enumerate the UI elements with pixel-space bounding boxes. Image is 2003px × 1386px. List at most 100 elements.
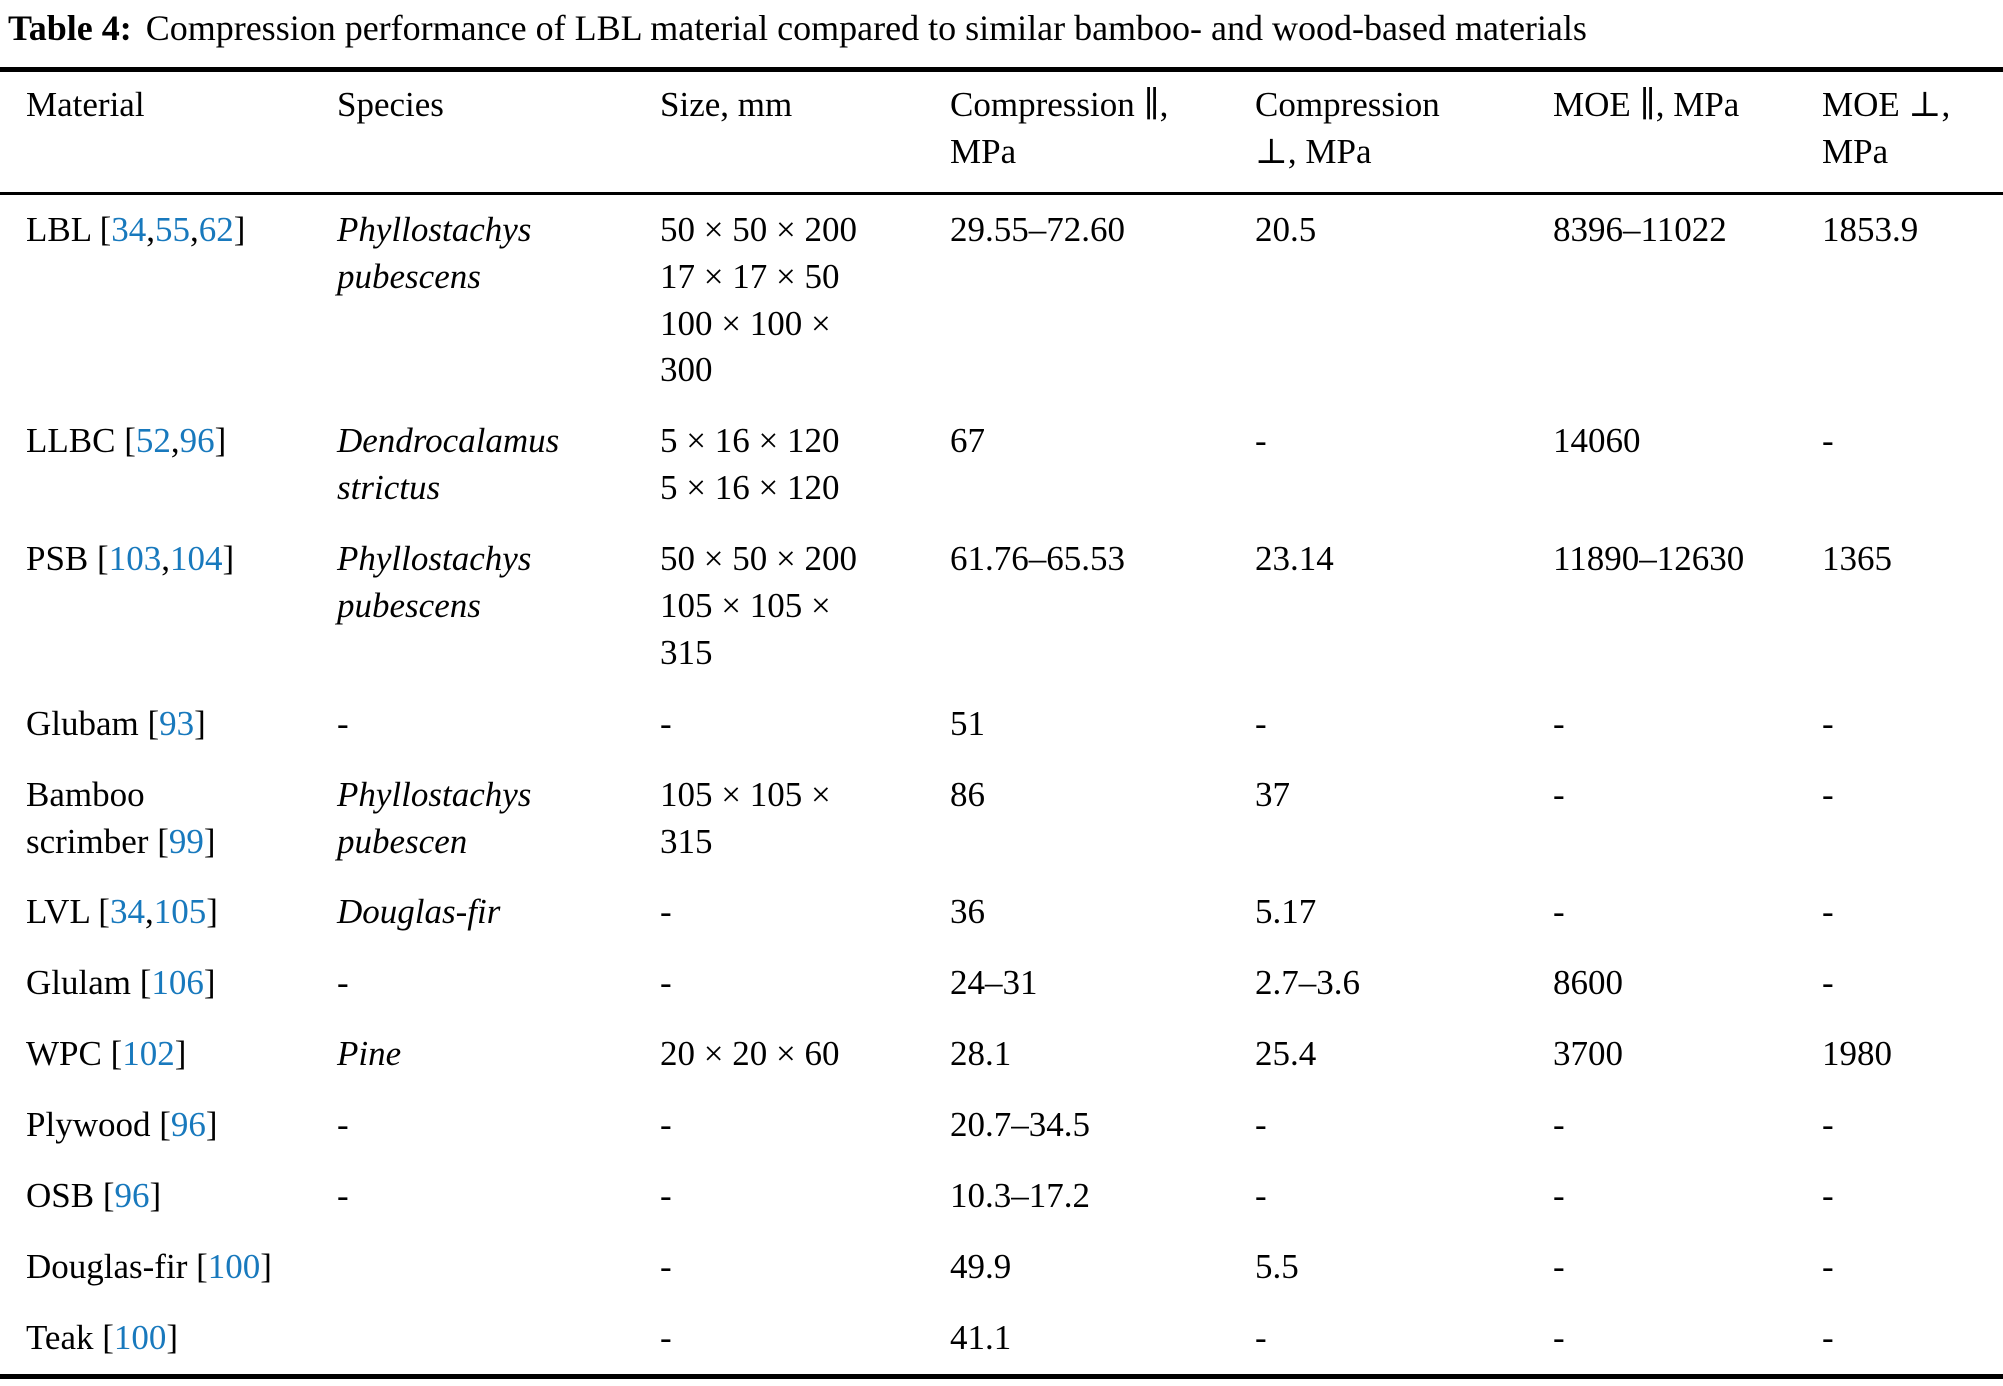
species-name: Pine	[337, 1034, 402, 1074]
citation-ref[interactable]: 62	[198, 209, 234, 249]
species-cell: -	[337, 1105, 349, 1145]
citation-ref[interactable]: 34	[111, 209, 147, 249]
compression-parallel-cell: 29.55–72.60	[950, 209, 1125, 249]
moe-parallel-cell: -	[1553, 774, 1565, 814]
moe-perpendicular-cell: -	[1822, 774, 1834, 814]
species-name: Dendrocalamus strictus	[337, 421, 560, 508]
table-row: Glulam [106] - - 24–31 2.7–3.6 8600 -	[0, 948, 2003, 1019]
moe-perpendicular-cell: 1853.9	[1822, 209, 1919, 249]
species-cell: Phyllostachys pubescens	[337, 524, 660, 689]
citation-ref[interactable]: 93	[159, 703, 195, 743]
citation-ref[interactable]: 99	[168, 821, 204, 861]
species-name: Phyllostachys pubescens	[337, 209, 532, 296]
species-name: Douglas-fir	[337, 892, 501, 932]
citation-ref[interactable]: 34	[109, 892, 145, 932]
compression-perpendicular-cell: 23.14	[1255, 539, 1334, 579]
table-row: LLBC [52,96] Dendrocalamus strictus 5 × 16…	[0, 406, 2003, 524]
moe-perpendicular-cell: -	[1822, 421, 1834, 461]
material-cell: LBL [34,55,62]	[26, 209, 246, 249]
column-header-moe_parallel: MOE ∥, MPa	[1553, 69, 1822, 195]
compression-parallel-cell: 28.1	[950, 1034, 1012, 1074]
moe-parallel-cell: 11890–12630	[1553, 539, 1745, 579]
citation-ref[interactable]: 96	[114, 1176, 150, 1216]
material-cell: WPC [102]	[26, 1034, 187, 1074]
header-row: Material Species Size, mm Compression ∥, MPa…	[0, 69, 2003, 195]
citation-ref[interactable]: 52	[135, 421, 171, 461]
size-cell: 105 × 105 × 315	[660, 774, 831, 861]
column-header-size: Size, mm	[660, 69, 950, 195]
moe-perpendicular-cell: -	[1822, 1105, 1834, 1145]
table-row: LBL [34,55,62] Phyllostachys pubescens 50 …	[0, 193, 2003, 406]
compression-parallel-cell: 36	[950, 892, 985, 932]
material-cell: Teak [100]	[26, 1317, 179, 1357]
table-body: LBL [34,55,62] Phyllostachys pubescens 50 …	[0, 193, 2003, 1376]
table-row: Plywood [96] - - 20.7–34.5 - - -	[0, 1090, 2003, 1161]
moe-parallel-cell: -	[1553, 1176, 1565, 1216]
material-cell: PSB [103,104]	[26, 539, 235, 579]
citation-ref[interactable]: 105	[153, 892, 207, 932]
compression-parallel-cell: 41.1	[950, 1317, 1012, 1357]
species-cell: -	[337, 963, 349, 1003]
citation-ref[interactable]: 100	[113, 1317, 167, 1357]
compression-parallel-cell: 51	[950, 703, 985, 743]
column-header-material: Material	[0, 69, 337, 195]
citation-ref[interactable]: 103	[108, 539, 162, 579]
citation-ref[interactable]: 104	[169, 539, 223, 579]
table-caption-label: Table 4:	[8, 8, 132, 48]
moe-parallel-cell: -	[1553, 703, 1565, 743]
material-cell: OSB [96]	[26, 1176, 162, 1216]
citation-ref[interactable]: 100	[207, 1246, 261, 1286]
size-cell: -	[660, 1317, 672, 1357]
moe-parallel-cell: 8600	[1553, 963, 1623, 1003]
species-cell: Phyllostachys pubescens	[337, 193, 660, 406]
moe-perpendicular-cell: 1980	[1822, 1034, 1892, 1074]
table-row: LVL [34,105] Douglas-fir - 36 5.17 - -	[0, 877, 2003, 948]
size-cell: -	[660, 892, 672, 932]
material-cell: LLBC [52,96]	[26, 421, 227, 461]
moe-parallel-cell: -	[1553, 1105, 1565, 1145]
species-cell	[337, 1232, 660, 1303]
species-cell	[337, 1303, 660, 1376]
compression-perpendicular-cell: -	[1255, 1176, 1267, 1216]
citation-ref[interactable]: 96	[179, 421, 215, 461]
compression-perpendicular-cell: -	[1255, 1317, 1267, 1357]
compression-parallel-cell: 20.7–34.5	[950, 1105, 1090, 1145]
compression-perpendicular-cell: -	[1255, 1105, 1267, 1145]
size-cell: 20 × 20 × 60	[660, 1034, 840, 1074]
citation-ref[interactable]: 96	[170, 1105, 206, 1145]
compression-perpendicular-cell: 20.5	[1255, 209, 1317, 249]
citation-ref[interactable]: 55	[154, 209, 190, 249]
citation-ref[interactable]: 102	[122, 1034, 175, 1074]
species-cell: -	[337, 703, 349, 743]
compression-perpendicular-cell: 37	[1255, 774, 1290, 814]
species-cell: Dendrocalamus strictus	[337, 406, 660, 524]
table-row: WPC [102] Pine 20 × 20 × 60 28.1 25.4 3700 198…	[0, 1019, 2003, 1090]
material-cell: Glubam [93]	[26, 703, 206, 743]
size-cell: -	[660, 703, 672, 743]
material-cell: Douglas-fir [100]	[26, 1246, 272, 1286]
size-cell: 50 × 50 × 200 105 × 105 × 315	[660, 539, 857, 672]
material-cell: Plywood [96]	[26, 1105, 218, 1145]
comparison-table: Material Species Size, mm Compression ∥, MPa…	[0, 67, 2003, 1379]
table-row: PSB [103,104] Phyllostachys pubescens 50 ×…	[0, 524, 2003, 689]
moe-parallel-cell: -	[1553, 1317, 1565, 1357]
compression-perpendicular-cell: 2.7–3.6	[1255, 963, 1360, 1003]
species-name: Phyllostachys pubescen	[337, 774, 532, 861]
compression-perpendicular-cell: 25.4	[1255, 1034, 1317, 1074]
compression-parallel-cell: 67	[950, 421, 985, 461]
compression-perpendicular-cell: -	[1255, 703, 1267, 743]
compression-parallel-cell: 10.3–17.2	[950, 1176, 1090, 1216]
species-cell: Phyllostachys pubescen	[337, 760, 660, 878]
compression-parallel-cell: 86	[950, 774, 985, 814]
citation-ref[interactable]: 106	[151, 963, 204, 1003]
table-caption: Table 4: Compression performance of LBL m…	[0, 0, 2003, 67]
compression-parallel-cell: 24–31	[950, 963, 1038, 1003]
moe-perpendicular-cell: -	[1822, 963, 1834, 1003]
size-cell: -	[660, 1246, 672, 1286]
moe-perpendicular-cell: -	[1822, 1246, 1834, 1286]
column-header-compression_parallel: Compression ∥, MPa	[950, 69, 1255, 195]
column-header-species: Species	[337, 69, 660, 195]
moe-parallel-cell: 14060	[1553, 421, 1641, 461]
moe-parallel-cell: -	[1553, 1246, 1565, 1286]
